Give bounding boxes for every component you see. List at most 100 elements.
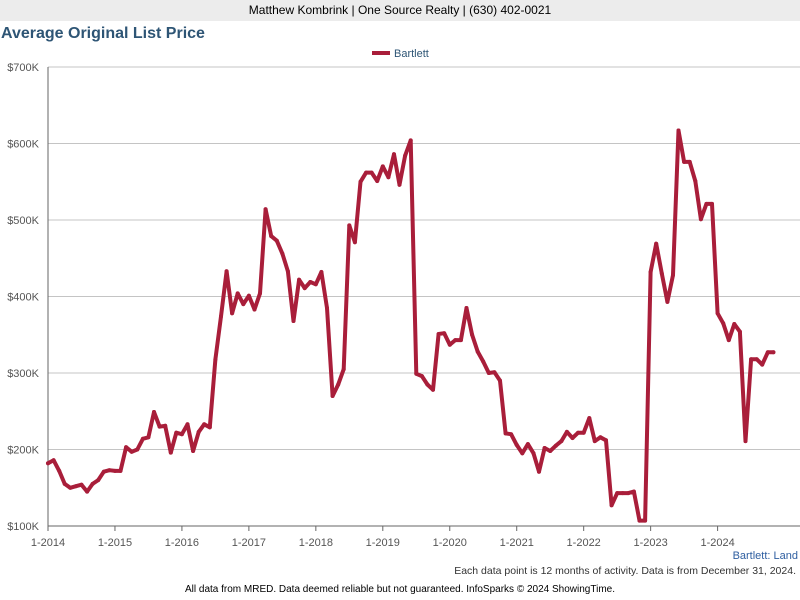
data-point (581, 430, 586, 435)
header-contact-text: Matthew Kombrink | One Source Realty | (… (248, 3, 552, 17)
disclaimer: All data from MRED. Data deemed reliable… (184, 584, 615, 595)
data-point (352, 240, 357, 245)
x-tick-label: 1-2023 (634, 537, 668, 549)
data-point (375, 179, 380, 183)
data-point (442, 331, 447, 336)
data-point (280, 251, 285, 256)
y-tick-label: $500K (7, 215, 39, 227)
header-contact-bar: Matthew Kombrink | One Source Realty | (… (0, 0, 800, 21)
x-tick-label: 1-2014 (31, 537, 65, 549)
data-point (319, 270, 324, 274)
x-tick-label: 1-2024 (700, 537, 734, 549)
data-point (62, 481, 67, 486)
data-point (79, 482, 84, 487)
data-point (659, 271, 664, 276)
data-point (113, 468, 117, 473)
y-axis: $100K $200K $300K $400K $500K $600K $700K (7, 62, 49, 533)
y-gridlines (48, 66, 800, 527)
legend-label-bartlett: Bartlett (394, 48, 429, 60)
data-point (68, 485, 73, 490)
data-point (710, 201, 714, 206)
data-point (737, 329, 742, 334)
x-tick-label: 1-2019 (366, 537, 400, 549)
data-point (246, 293, 251, 298)
data-point (364, 170, 369, 175)
data-point (325, 306, 329, 310)
chart-title: Average Original List Price (1, 25, 205, 42)
x-tick-label: 1-2017 (232, 537, 266, 549)
data-point (297, 277, 302, 282)
data-point (219, 314, 223, 319)
data-point (129, 449, 134, 454)
series-corner-label: Bartlett: Land (733, 550, 798, 562)
data-point (559, 439, 564, 444)
data-point (224, 269, 229, 274)
data-point (157, 424, 162, 429)
data-point (470, 332, 475, 337)
data-point (542, 446, 547, 450)
data-point (174, 430, 179, 435)
x-tick-label: 1-2016 (165, 537, 199, 549)
data-point (252, 307, 257, 312)
data-point (313, 282, 318, 287)
data-point (564, 429, 569, 434)
data-point (202, 422, 207, 427)
data-point (576, 430, 581, 435)
data-point (598, 435, 603, 440)
activity-note: Each data point is 12 months of activity… (454, 565, 796, 577)
data-point (263, 207, 268, 212)
data-point (96, 478, 101, 483)
data-point (548, 449, 553, 453)
data-point (302, 286, 307, 291)
data-point (721, 321, 726, 326)
data-point (386, 175, 391, 180)
data-point (447, 342, 452, 347)
y-tick-label: $600K (7, 139, 39, 151)
data-point (537, 469, 541, 474)
data-point (135, 447, 140, 452)
data-point (553, 443, 558, 448)
data-point (291, 319, 296, 323)
data-point (336, 382, 341, 387)
data-point (308, 280, 313, 284)
data-point (285, 269, 290, 274)
data-point (425, 382, 430, 387)
data-point (481, 359, 486, 364)
data-point (587, 416, 592, 421)
series-layer (46, 128, 776, 523)
data-point (503, 431, 508, 436)
x-tick-label: 1-2018 (299, 537, 333, 549)
data-point (146, 435, 151, 440)
data-point (665, 299, 670, 304)
data-point (648, 270, 653, 274)
data-point (330, 394, 335, 398)
data-point (604, 438, 608, 443)
data-point (531, 451, 536, 456)
data-point (85, 489, 90, 494)
data-point (163, 423, 168, 428)
data-point (213, 357, 218, 362)
data-point (592, 439, 597, 444)
data-point (408, 138, 413, 143)
data-point (179, 432, 184, 437)
y-tick-label: $200K (7, 445, 39, 457)
data-point (140, 436, 145, 441)
legend[interactable]: Bartlett (372, 48, 429, 60)
data-point (152, 410, 156, 414)
data-point (51, 458, 56, 463)
x-tick-label: 1-2022 (567, 537, 601, 549)
data-point (258, 291, 262, 296)
data-point (732, 322, 737, 326)
data-point (101, 469, 106, 474)
data-point (73, 484, 78, 489)
data-point (358, 179, 363, 184)
data-point (196, 429, 201, 434)
data-point (620, 491, 625, 496)
data-point (687, 159, 692, 164)
data-point (46, 461, 50, 466)
data-point (191, 449, 196, 453)
data-point (347, 223, 352, 228)
data-point (486, 371, 491, 375)
data-point (676, 128, 681, 133)
